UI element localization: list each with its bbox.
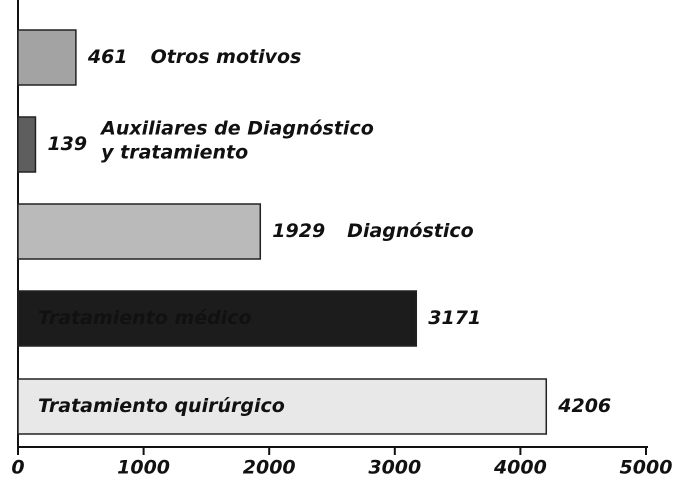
x-tick-label: 1000 [117,457,170,479]
x-tick-label: 0 [11,457,24,479]
value-label: 3171 [428,307,481,329]
bar [17,29,77,86]
x-tick-label: 4000 [493,457,547,479]
category-label: Diagnóstico [347,220,474,242]
category-label: Tratamiento médico [38,307,252,329]
value-label: 1929 [272,220,325,242]
value-label: 461 [87,46,128,68]
bar [17,290,418,347]
x-tick-label: 3000 [368,457,421,479]
category-label: Tratamiento quirúrgico [38,395,285,417]
category-label: Otros motivos [151,46,302,68]
bar [17,378,548,435]
x-tick-label: 2000 [243,457,296,479]
value-label: 139 [47,133,87,155]
category-label: Auxiliares de Diagnóstico y tratamiento [99,117,374,163]
bar [17,116,37,173]
value-label: 4206 [557,395,611,417]
x-tick-label: 5000 [620,457,673,479]
bar [17,203,262,260]
